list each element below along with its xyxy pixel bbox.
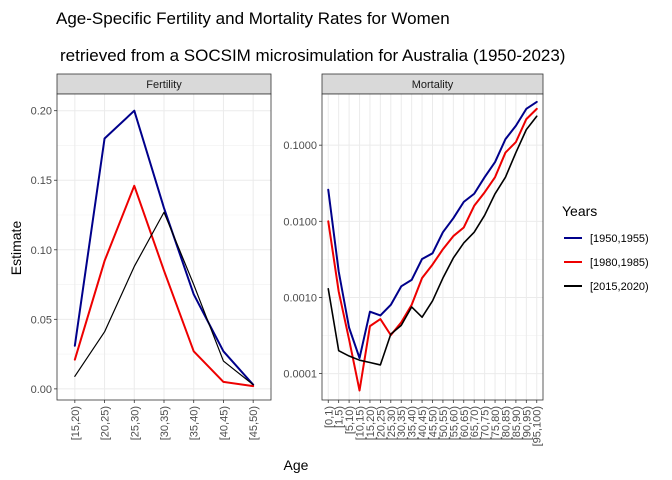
legend-title: Years <box>562 203 597 219</box>
x-tick-label: [95,100) <box>532 406 544 446</box>
x-tick-label: [70,75) <box>480 406 492 440</box>
x-tick-label: [15,20) <box>70 406 82 440</box>
series-line-2 <box>73 184 255 388</box>
y-tick-label: 0.05 <box>31 314 52 326</box>
series-line-1 <box>327 100 538 360</box>
x-tick-label: [90,95) <box>521 406 533 440</box>
series-line-2 <box>327 107 538 392</box>
x-tick-label: [80,85) <box>500 406 512 440</box>
series-line-3 <box>74 211 254 386</box>
x-tick-label: [65,70) <box>469 406 481 440</box>
y-tick-label: 0.1000 <box>283 140 317 152</box>
y-tick-label: 0.0010 <box>283 292 317 304</box>
series-line-3 <box>327 115 538 366</box>
y-tick-label: 0.0001 <box>283 369 317 381</box>
legend-label-2: [1980,1985) <box>590 257 649 269</box>
x-tick-label: [25,30) <box>386 406 398 440</box>
y-tick-label: 0.00 <box>31 384 52 396</box>
x-tick-label: [30,35) <box>159 406 171 440</box>
x-tick-label: [35,40) <box>189 406 201 440</box>
x-tick-label: [25,30) <box>129 406 141 440</box>
legend-label-3: [2015,2020) <box>590 281 649 293</box>
fertility-panel: Fertility 0.00 0.05 0.10 0.15 0.20 [15,20) [20,… <box>31 73 272 440</box>
x-tick-label: [0,1) <box>323 406 335 428</box>
y-tick-label: 0.0100 <box>283 216 317 228</box>
x-tick-label: [30,35) <box>396 406 408 440</box>
chart-title-line1: Age-Specific Fertility and Mortality Rat… <box>56 9 450 28</box>
x-tick-label: [85,90) <box>511 406 523 440</box>
x-tick-label: [20,25) <box>100 406 112 440</box>
x-tick-label: [60,65) <box>459 406 471 440</box>
x-tick-label: [40,45) <box>218 406 230 440</box>
x-tick-label: [5,10) <box>344 406 356 434</box>
facet-label: Mortality <box>412 79 454 91</box>
y-tick-label: 0.10 <box>31 245 52 257</box>
legend-label-1: [1950,1955) <box>590 233 649 245</box>
y-tick-label: 0.15 <box>31 175 52 187</box>
y-axis-title: Estimate <box>8 221 24 276</box>
x-axis-title: Age <box>284 457 309 473</box>
x-tick-label: [55,60) <box>448 406 460 440</box>
x-tick-label: [35,40) <box>407 406 419 440</box>
x-tick-label: [20,25) <box>375 406 387 440</box>
x-tick-label: [45,50) <box>248 406 260 440</box>
x-tick-label: [40,45) <box>417 406 429 440</box>
mortality-panel: Mortality0.00010.00100.01000.1000[0,1)[1… <box>283 73 544 446</box>
chart-title-line2: retrieved from a SOCSIM microsimulation … <box>60 46 565 65</box>
panel-border <box>56 93 272 401</box>
facet-label: Fertility <box>146 79 182 91</box>
x-tick-label: [1,5) <box>334 406 346 428</box>
x-tick-label: [75,80) <box>490 406 502 440</box>
panel-border <box>321 93 544 401</box>
x-tick-label: [50,55) <box>438 406 450 440</box>
series-line-1 <box>73 109 255 386</box>
y-tick-label: 0.20 <box>31 106 52 118</box>
x-tick-label: [15,20) <box>365 406 377 440</box>
legend: Years [1950,1955) [1980,1985) [2015,2020) <box>562 203 649 293</box>
x-tick-label: [45,50) <box>428 406 440 440</box>
x-tick-label: [10,15) <box>355 406 367 440</box>
